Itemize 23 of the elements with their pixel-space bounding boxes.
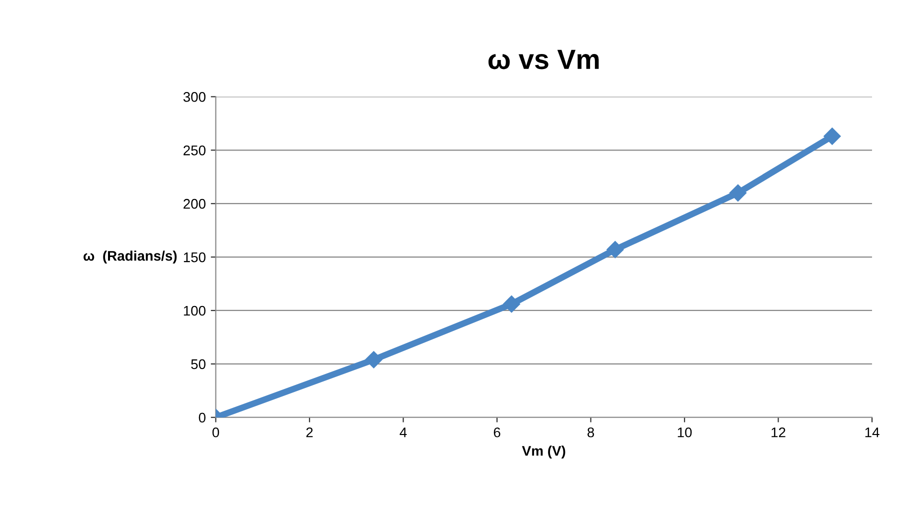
y-tick-label: 250	[184, 145, 206, 156]
point	[606, 241, 624, 258]
y-tick-label: 150	[184, 252, 206, 262]
x-tick-label: 14	[865, 428, 880, 438]
point	[824, 128, 841, 145]
x-axis-title: Vm (V)	[522, 446, 566, 459]
x-tick-label: 6	[494, 427, 500, 438]
x-tick-label: 10	[678, 427, 692, 438]
point	[729, 184, 747, 202]
y-tick-label: 100	[184, 306, 206, 316]
chart-title: ω vs Vm	[488, 50, 599, 70]
point	[503, 296, 520, 313]
y-tick-label: 50	[191, 359, 206, 370]
y-axis-title: ω (Radians/s)	[84, 250, 177, 264]
y-tick-label: 300	[183, 92, 206, 102]
y-tick-label: 0	[198, 412, 206, 423]
point	[365, 351, 382, 368]
x-tick-label: 12	[772, 427, 786, 438]
y-tick-label: 200	[184, 198, 206, 209]
x-tick-label: 2	[306, 427, 313, 438]
x-tick-label: 8	[588, 427, 594, 438]
x-tick-label: 4	[400, 428, 407, 438]
x-tick-label: 0	[212, 427, 220, 438]
